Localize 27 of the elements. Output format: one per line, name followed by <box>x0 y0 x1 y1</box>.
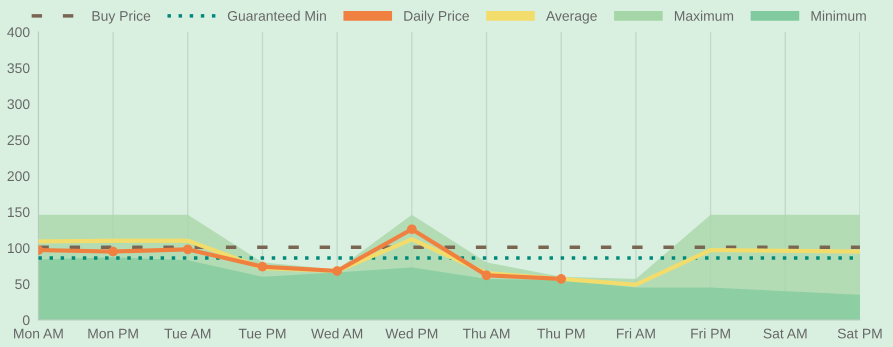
legend-label: Buy Price <box>92 10 150 24</box>
y-tick-label: 400 <box>7 27 30 38</box>
legend-label: Minimum <box>812 10 866 21</box>
y-tick-label: 300 <box>7 99 30 110</box>
x-tick-label: Thu PM <box>537 328 584 338</box>
x-tick-label: Mon PM <box>88 328 138 338</box>
x-tick-label: Fri PM <box>691 328 730 338</box>
x-tick-label: Mon AM <box>14 328 63 338</box>
x-tick-label: Tue PM <box>238 328 286 338</box>
y-tick-label: 200 <box>8 171 30 182</box>
x-tick-label: Thu AM <box>462 328 510 338</box>
x-tick-label: Wed PM <box>385 328 438 338</box>
y-tick-label: 150 <box>8 207 30 218</box>
y-tick-label: 100 <box>8 243 30 254</box>
legend-label: Average <box>546 11 597 24</box>
legend-label: Daily Price <box>404 10 469 24</box>
y-tick-label: 50 <box>15 279 30 290</box>
x-tick-label: Wed AM <box>311 328 362 338</box>
x-tick-label: Sat PM <box>838 328 882 338</box>
legend-label: Guaranteed Min <box>228 10 326 21</box>
y-tick-label: 0 <box>22 315 30 326</box>
y-tick-label: 250 <box>8 135 30 146</box>
x-tick-label: Sat AM <box>764 328 807 338</box>
y-tick-label: 350 <box>7 63 30 74</box>
legend-label: Maximum <box>674 10 734 21</box>
x-tick-label: Tue AM <box>164 328 210 338</box>
x-tick-label: Fri AM <box>616 328 655 338</box>
